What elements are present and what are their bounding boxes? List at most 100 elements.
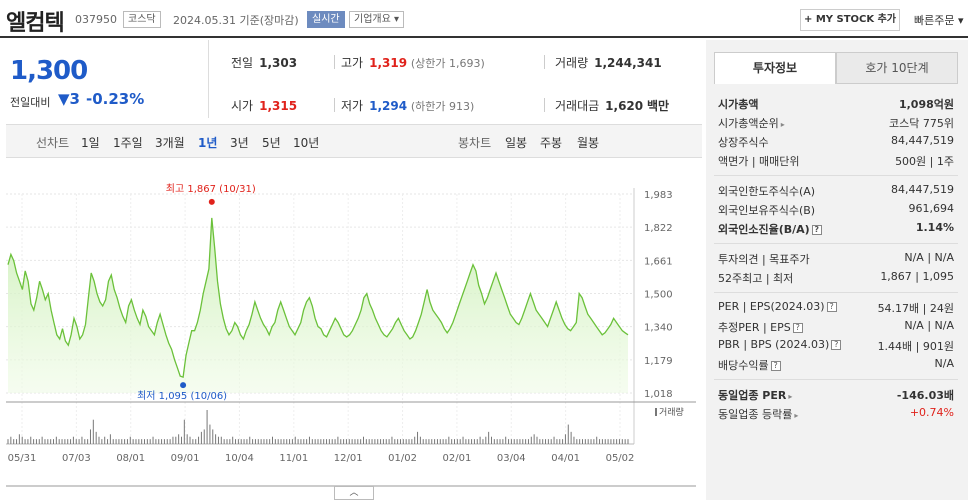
shares-label: 상장주식수: [718, 136, 769, 149]
change-value: ▼3: [58, 90, 80, 108]
add-my-stock-button[interactable]: + MY STOCK 추가: [800, 9, 900, 31]
chevron-right-icon: ▸: [788, 392, 793, 401]
change-amount: 3: [69, 90, 80, 108]
cap-rank-label: 시가총액순위 ▸: [718, 117, 785, 130]
realtime-button[interactable]: 실시간: [307, 11, 345, 28]
volume-value: 1,244,341: [594, 56, 662, 70]
info-group-market: 시가총액 1,098억원 시가총액순위 ▸ 코스닥 775위 상장주식수 84,447,…: [714, 94, 958, 423]
tab-investment-info[interactable]: 투자정보: [714, 52, 836, 84]
upper-limit: (상한가 1,693): [411, 57, 485, 70]
candle-weekly[interactable]: 주봉: [540, 136, 563, 150]
y-tick-label: 1,340: [644, 323, 673, 334]
volume-legend-label: 거래량: [659, 406, 684, 418]
x-tick-label: 04/01: [551, 453, 580, 464]
open-price-value: 1,315: [259, 99, 298, 113]
info-row[interactable]: 동일업종 PER ▸ -146.03배: [714, 385, 958, 404]
divider: [714, 292, 958, 293]
period-3y[interactable]: 3년: [230, 136, 249, 150]
day-high: 고가 1,319 (상한가 1,693): [341, 54, 485, 71]
price-chart[interactable]: 1,983 1,822 1,661 1,500 1,340 1,179 1,018 05/31…: [6, 160, 702, 500]
period-1w[interactable]: 1주일: [113, 136, 143, 150]
sector-rate-value: +0.74%: [909, 406, 954, 419]
y-tick-label: 1,661: [644, 256, 673, 267]
x-tick-label: 10/04: [225, 453, 254, 464]
dividend-value: N/A: [934, 357, 954, 370]
chart-period-bar: 선차트 1일 1주일 3개월 1년 3년 5년 10년 봉차트 일봉 주봉 월봉: [6, 124, 702, 158]
period-1y[interactable]: 1년: [198, 136, 218, 150]
tab-order-book[interactable]: 호가 10단계: [836, 52, 958, 84]
market-badge: 코스닥: [123, 11, 161, 28]
period-3m[interactable]: 3개월: [155, 136, 185, 150]
cap-rank-value: 코스닥 775위: [889, 117, 954, 130]
info-row: 배당수익률? N/A: [714, 355, 958, 374]
upper-limit-value: 1,693): [449, 57, 485, 70]
info-row: PBR | BPS (2024.03)? 1.44배 | 901원: [714, 336, 958, 355]
foreign-hold-label: 외국인보유주식수(B): [718, 204, 816, 217]
info-row: 시가총액 1,098억원: [714, 94, 958, 113]
info-row: PER | EPS(2024.03)? 54.17배 | 24원: [714, 298, 958, 317]
divider: [334, 98, 335, 112]
pbr-label: PBR | BPS (2024.03)?: [718, 338, 842, 351]
info-row: 액면가 | 매매단위 500원 | 1주: [714, 151, 958, 170]
help-icon[interactable]: ?: [792, 323, 803, 333]
candle-monthly[interactable]: 월봉: [577, 136, 600, 150]
company-overview-label: 기업개요: [354, 14, 391, 25]
company-overview-button[interactable]: 기업개요 ▾: [349, 11, 405, 28]
foreign-rate-label: 외국인소진율(B/A)?: [718, 221, 822, 237]
line-chart-label: 선차트: [36, 136, 70, 150]
face-value-value: 500원 | 1주: [895, 155, 954, 168]
info-row[interactable]: 시가총액순위 ▸ 코스닥 775위: [714, 113, 958, 132]
volume-legend-swatch: [655, 408, 657, 416]
lower-limit-label: (하한가: [410, 100, 446, 113]
info-tabs: 투자정보 호가 10단계: [714, 52, 958, 84]
high-marker: [208, 198, 215, 205]
down-arrow-icon: ▼: [58, 90, 70, 108]
y-tick-label: 1,179: [644, 356, 673, 367]
day-low-value: 1,294: [369, 99, 408, 113]
prev-close-label: 전일: [231, 56, 254, 70]
info-row: 투자의견 | 목표주가 N/A | N/A: [714, 249, 958, 268]
divider: [334, 55, 335, 69]
stock-header: 엘컴텍 037950 코스닥 2024.05.31 기준(장마감) 실시간 기업…: [0, 0, 968, 38]
help-icon[interactable]: ?: [831, 340, 842, 350]
x-tick-label: 11/01: [279, 453, 308, 464]
change-label: 전일대비: [10, 96, 51, 109]
open-price: 시가 1,315: [231, 97, 297, 114]
base-date-value: 2024.05.31: [173, 14, 236, 27]
collapse-chart-button[interactable]: ︿: [334, 486, 374, 500]
sector-per-label: 동일업종 PER ▸: [718, 389, 793, 402]
day-low-label: 저가: [341, 99, 364, 113]
shares-value: 84,447,519: [891, 134, 954, 147]
x-tick-label: 07/03: [62, 453, 91, 464]
help-icon[interactable]: ?: [811, 225, 822, 235]
opinion-label: 투자의견 | 목표주가: [718, 253, 810, 266]
candle-chart-label: 봉차트: [458, 136, 492, 150]
price-area-fill: [8, 217, 628, 393]
prev-close: 전일 1,303: [231, 54, 297, 71]
info-row[interactable]: 동일업종 등락률 ▸ +0.74%: [714, 404, 958, 423]
period-5y[interactable]: 5년: [262, 136, 281, 150]
info-row: 추정PER | EPS? N/A | N/A: [714, 317, 958, 336]
foreign-limit-label: 외국인한도주식수(A): [718, 185, 816, 198]
lower-limit-value: 913): [449, 100, 475, 113]
per-label: PER | EPS(2024.03)?: [718, 300, 837, 313]
quick-order-button[interactable]: 빠른주문 ▾: [914, 12, 964, 28]
foreign-hold-value: 961,694: [908, 202, 955, 215]
chevron-down-icon: ▾: [394, 14, 400, 25]
period-1d[interactable]: 1일: [81, 136, 100, 150]
x-tick-label: 09/01: [171, 453, 200, 464]
per-value: 54.17배 | 24원: [877, 302, 954, 315]
info-row: 52주최고 | 최저 1,867 | 1,095: [714, 268, 958, 287]
prev-close-value: 1,303: [259, 56, 298, 70]
info-row: 외국인소진율(B/A)? 1.14%: [714, 219, 958, 238]
price-chart-svg: 1,983 1,822 1,661 1,500 1,340 1,179 1,018 05/31…: [6, 183, 696, 487]
candle-daily[interactable]: 일봉: [505, 136, 528, 150]
change-rate: -0.23%: [86, 90, 145, 108]
chevron-right-icon: ▸: [780, 120, 785, 129]
period-10y[interactable]: 10년: [293, 136, 320, 150]
help-icon[interactable]: ?: [770, 361, 781, 371]
open-price-label: 시가: [231, 99, 254, 113]
divider: [714, 175, 958, 176]
info-row: 외국인보유주식수(B) 961,694: [714, 200, 958, 219]
help-icon[interactable]: ?: [826, 302, 837, 312]
